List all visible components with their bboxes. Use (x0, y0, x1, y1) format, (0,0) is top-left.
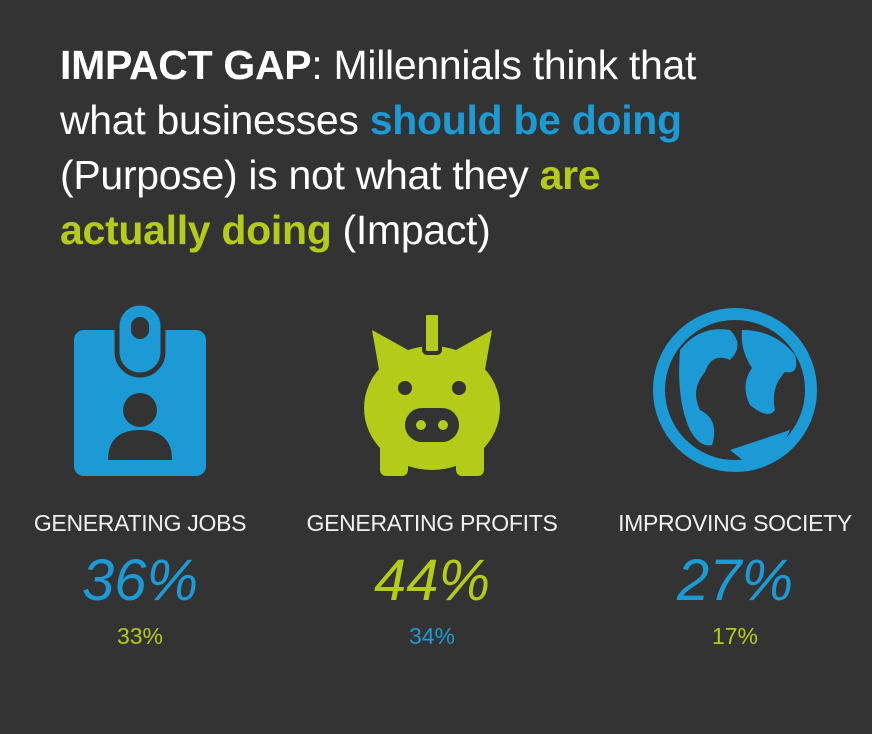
badge-icon (74, 300, 206, 476)
icons (74, 300, 817, 476)
title-part: what businesses (60, 97, 370, 143)
item-label: GENERATING JOBS (33, 510, 247, 536)
title-part: IMPACT GAP (60, 42, 312, 88)
title-part: should be doing (369, 97, 682, 143)
impact-value: 33% (116, 623, 164, 649)
title-part: actually doing (60, 207, 332, 253)
item: GENERATING JOBS 36% 33% (0, 510, 285, 650)
purpose-value: 27% (676, 548, 794, 613)
impact-value: 17% (711, 623, 759, 649)
title-part: (Purpose) is not what they (60, 152, 540, 198)
title: IMPACT GAP: Millennials think that what b… (60, 38, 696, 258)
item: IMPROVING SOCIETY 27% 17% (590, 510, 872, 650)
item: GENERATING PROFITS 44% 34% (287, 510, 577, 650)
impact-value: 34% (408, 623, 456, 649)
title-part: are (539, 152, 601, 198)
piggy-icon (364, 311, 500, 476)
item-label: IMPROVING SOCIETY (618, 510, 852, 536)
title-part: : Millennials think that (311, 42, 697, 88)
item-label: GENERATING PROFITS (306, 510, 558, 536)
purpose-value: 36% (81, 548, 199, 613)
globe-icon (653, 308, 817, 472)
purpose-value: 44% (373, 548, 491, 613)
title-part: (Impact) (331, 207, 491, 253)
